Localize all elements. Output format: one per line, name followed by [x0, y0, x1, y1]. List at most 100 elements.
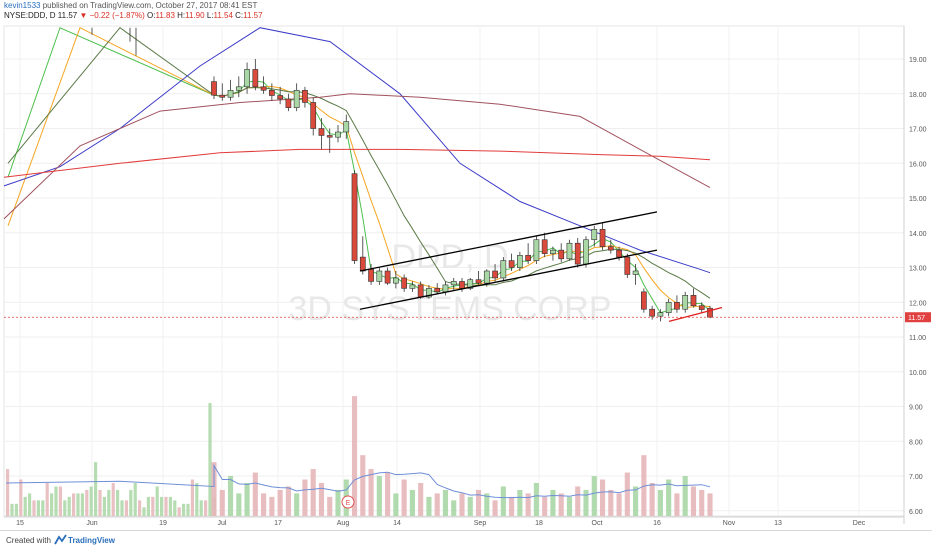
- author-link[interactable]: kevin1533: [4, 1, 41, 10]
- watermark-ticker: DDD, D: [391, 238, 508, 276]
- volume-bar: [335, 489, 341, 516]
- volume-bar: [138, 500, 142, 516]
- tradingview-brand[interactable]: TradingView: [68, 536, 115, 545]
- candle: [351, 170, 358, 265]
- volume-bar: [624, 472, 630, 516]
- candle: [277, 86, 283, 105]
- volume-bar: [244, 482, 250, 516]
- candle: [211, 76, 217, 99]
- volume-bar: [269, 496, 275, 516]
- volume-bar: [10, 503, 14, 516]
- volume-bar: [32, 500, 36, 516]
- candle-down: [252, 69, 259, 88]
- candle: [293, 83, 300, 112]
- volume-bar: [426, 496, 432, 516]
- volume-bar: [533, 482, 539, 516]
- candle-up: [376, 270, 383, 282]
- volume-bar: [129, 489, 133, 516]
- candle: [607, 239, 614, 254]
- candle-up: [235, 86, 242, 91]
- volume-bar: [517, 489, 523, 516]
- volume-bar: [186, 503, 190, 516]
- volume-bar: [484, 493, 490, 516]
- volume-bar: [360, 455, 366, 516]
- candle: [674, 295, 680, 313]
- x-tick-label: Jun: [86, 520, 97, 527]
- volume-bar: [368, 469, 374, 516]
- volume-bar: [310, 469, 316, 516]
- publish-info: kevin1533 published on TradingView.com, …: [4, 1, 257, 11]
- candle: [326, 128, 333, 153]
- volume-bar: [208, 403, 212, 516]
- candle: [707, 305, 713, 319]
- low-label: L:: [206, 11, 214, 20]
- candle: [335, 125, 341, 143]
- volume-bar: [649, 482, 655, 516]
- volume-bar: [89, 486, 93, 516]
- ma-green-line: [7, 27, 711, 314]
- candle: [260, 76, 267, 94]
- price-axis[interactable]: 19.00 18.00 17.00 16.00 15.00 14.00 13.00 12.00…: [903, 26, 931, 524]
- volume-bar: [28, 493, 32, 516]
- volume-bar: [133, 482, 137, 516]
- candle-down: [541, 239, 548, 254]
- candle: [591, 225, 598, 247]
- y-tick-label: 8.00: [909, 439, 923, 446]
- volume-bar: [500, 486, 506, 516]
- open-value: 11.83: [155, 11, 175, 20]
- volume-bar: [690, 486, 697, 516]
- close-label: C:: [235, 11, 244, 20]
- volume-bar: [294, 493, 300, 516]
- created-with-label: Created with: [6, 536, 51, 545]
- candle: [583, 236, 589, 268]
- candle-down: [417, 284, 424, 298]
- candle-up: [293, 89, 300, 108]
- candle-down: [674, 301, 680, 310]
- volume-bar: [657, 489, 663, 516]
- volume-bar: [72, 493, 76, 516]
- last-price-badge-bg: [905, 312, 931, 323]
- candle: [450, 277, 457, 291]
- volume-bar: [54, 486, 58, 516]
- volume-bar: [459, 493, 465, 516]
- candle-up: [244, 69, 250, 88]
- candle: [517, 251, 523, 271]
- volume-bar: [451, 500, 457, 516]
- volume-bar: [41, 500, 45, 516]
- support-trendline: [668, 306, 723, 323]
- volume-bar: [327, 496, 333, 516]
- earnings-icon: [341, 495, 355, 509]
- price-chart[interactable]: DDD, D 3D SYSTEMS CORP E 19.00 18.00 17.00…: [0, 0, 932, 530]
- candle-down: [558, 249, 565, 260]
- candle: [244, 62, 250, 94]
- volume-bar: [525, 493, 531, 516]
- volume-bar: [285, 486, 291, 516]
- volume-bar: [211, 462, 217, 516]
- candle-down: [368, 268, 374, 282]
- candle-down: [459, 281, 465, 289]
- volume-bar: [173, 500, 177, 516]
- price-change: −0.22 (−1.87%): [89, 11, 145, 20]
- y-tick-label: 16.00: [909, 161, 927, 168]
- candle: [541, 232, 548, 258]
- volume-bar: [120, 500, 124, 516]
- volume-bar: [707, 493, 713, 516]
- volume-bar: [682, 476, 688, 516]
- time-axis[interactable]: 15 Jun 19 Jul 17 Aug 14 Sep 18 Oct 16 Nov 13 Dec: [4, 516, 904, 527]
- candle-down: [690, 295, 697, 307]
- candle-down: [401, 277, 407, 289]
- candle-up: [335, 131, 341, 138]
- y-tick-label: 9.00: [909, 405, 923, 412]
- volume-bar: [236, 493, 242, 516]
- candle: [467, 277, 474, 291]
- volume-bar: [50, 493, 54, 516]
- volume-bar: [219, 489, 225, 516]
- x-tick-label: 19: [159, 520, 167, 527]
- symbol-label: NYSE:DDD, D: [4, 11, 56, 20]
- candle: [475, 271, 482, 285]
- volume-bar: [566, 496, 573, 516]
- candle-down: [492, 270, 498, 279]
- x-tick-label: Sep: [474, 520, 487, 527]
- volume-bar: [227, 476, 234, 516]
- candle-down: [475, 279, 482, 284]
